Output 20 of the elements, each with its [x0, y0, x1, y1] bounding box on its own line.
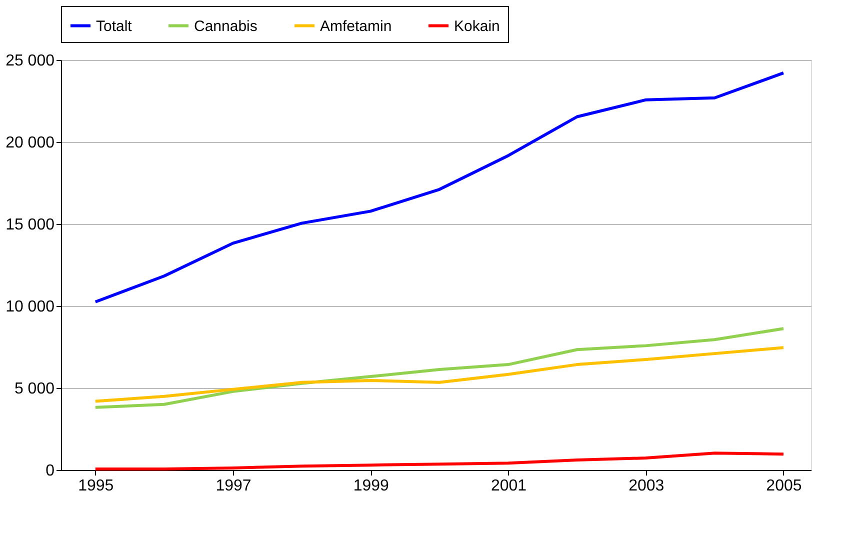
y-tick-label: 0 [46, 462, 55, 480]
x-tick-label: 1999 [353, 478, 390, 494]
line-series [94, 346, 785, 403]
x-tick-label: 1995 [78, 478, 114, 494]
x-tick-label: 2005 [766, 478, 802, 494]
y-tick-label: 10 000 [6, 298, 55, 316]
legend-label: Kokain [454, 18, 500, 35]
legend-label: Amfetamin [320, 18, 392, 35]
y-tick-label: 25 000 [6, 52, 55, 70]
y-tick-label: 5 000 [14, 380, 55, 398]
y-tick-label: 20 000 [6, 134, 55, 152]
line-series [94, 452, 785, 471]
line-series [94, 327, 785, 409]
x-tick-label: 1997 [216, 478, 252, 494]
x-tick-label: 2001 [490, 478, 527, 494]
line-series [94, 71, 785, 304]
y-tick-label: 15 000 [6, 216, 55, 234]
x-tick-label: 2003 [628, 478, 664, 494]
legend-label: Cannabis [194, 18, 258, 35]
legend-label: Totalt [96, 18, 133, 35]
